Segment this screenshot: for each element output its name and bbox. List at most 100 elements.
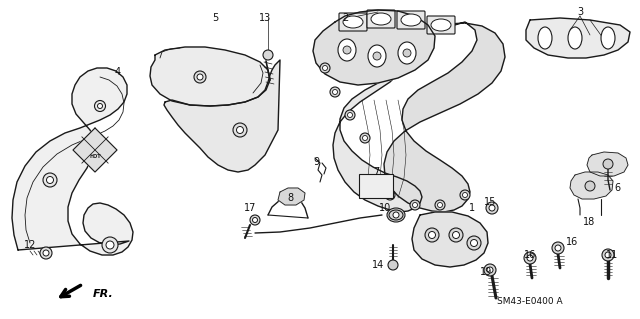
Text: 12: 12 [24, 240, 36, 250]
Text: 19: 19 [480, 267, 492, 277]
Circle shape [585, 181, 595, 191]
Circle shape [43, 173, 57, 187]
Text: 16: 16 [524, 250, 536, 260]
Text: 16: 16 [566, 237, 578, 247]
Text: 5: 5 [212, 13, 218, 23]
Text: SM43-E0400 A: SM43-E0400 A [497, 298, 563, 307]
Ellipse shape [387, 208, 405, 222]
FancyBboxPatch shape [367, 10, 395, 28]
Circle shape [524, 252, 536, 264]
Text: 4: 4 [115, 67, 121, 77]
Circle shape [320, 63, 330, 73]
FancyArrowPatch shape [61, 286, 81, 297]
Circle shape [97, 103, 102, 108]
Text: 13: 13 [259, 13, 271, 23]
Circle shape [449, 228, 463, 242]
Text: 17: 17 [244, 203, 256, 213]
Circle shape [194, 71, 206, 83]
Text: 8: 8 [287, 193, 293, 203]
Circle shape [452, 232, 460, 239]
Circle shape [360, 133, 370, 143]
Circle shape [425, 228, 439, 242]
Text: 1: 1 [469, 203, 475, 213]
Ellipse shape [568, 27, 582, 49]
Circle shape [263, 50, 273, 60]
Text: 18: 18 [583, 217, 595, 227]
Circle shape [429, 232, 435, 239]
Circle shape [237, 127, 243, 133]
Circle shape [605, 252, 611, 258]
Circle shape [197, 74, 203, 80]
Circle shape [102, 237, 118, 253]
Polygon shape [570, 172, 613, 199]
Polygon shape [12, 68, 133, 255]
Circle shape [388, 260, 398, 270]
Circle shape [603, 159, 613, 169]
Text: FR.: FR. [93, 289, 114, 299]
Polygon shape [278, 188, 305, 205]
Ellipse shape [368, 45, 386, 67]
Circle shape [487, 267, 493, 273]
Circle shape [470, 240, 477, 247]
Polygon shape [164, 60, 280, 172]
Polygon shape [73, 128, 117, 172]
Circle shape [348, 113, 353, 117]
Text: 15: 15 [484, 197, 496, 207]
Polygon shape [412, 212, 488, 267]
Ellipse shape [389, 210, 403, 220]
Text: 6: 6 [614, 183, 620, 193]
FancyBboxPatch shape [427, 16, 455, 34]
Circle shape [343, 46, 351, 54]
Circle shape [387, 192, 392, 197]
Circle shape [253, 218, 257, 222]
Circle shape [555, 245, 561, 251]
Circle shape [463, 192, 467, 197]
Ellipse shape [343, 16, 363, 28]
Circle shape [43, 250, 49, 256]
Circle shape [362, 136, 367, 140]
Text: HOT: HOT [89, 153, 101, 159]
Circle shape [413, 203, 417, 207]
Ellipse shape [431, 19, 451, 31]
Circle shape [460, 190, 470, 200]
Circle shape [467, 236, 481, 250]
Ellipse shape [398, 42, 416, 64]
Polygon shape [384, 22, 505, 212]
Circle shape [106, 241, 114, 249]
Circle shape [438, 203, 442, 207]
Circle shape [393, 212, 399, 218]
Polygon shape [150, 47, 270, 106]
Text: 11: 11 [606, 250, 618, 260]
Text: 10: 10 [379, 203, 391, 213]
Polygon shape [313, 10, 435, 85]
Circle shape [403, 49, 411, 57]
Circle shape [40, 247, 52, 259]
Ellipse shape [601, 27, 615, 49]
Circle shape [527, 255, 533, 261]
Circle shape [323, 65, 328, 70]
Circle shape [250, 215, 260, 225]
Ellipse shape [538, 27, 552, 49]
Circle shape [484, 264, 496, 276]
Circle shape [373, 52, 381, 60]
Circle shape [345, 110, 355, 120]
Ellipse shape [371, 13, 391, 25]
Circle shape [410, 200, 420, 210]
FancyBboxPatch shape [397, 11, 425, 29]
Circle shape [47, 176, 54, 183]
Circle shape [233, 123, 247, 137]
Ellipse shape [401, 14, 421, 26]
Text: 3: 3 [577, 7, 583, 17]
Ellipse shape [338, 39, 356, 61]
Text: 2: 2 [342, 13, 348, 23]
Polygon shape [526, 18, 630, 58]
Circle shape [602, 249, 614, 261]
Circle shape [435, 200, 445, 210]
Circle shape [330, 87, 340, 97]
Circle shape [489, 205, 495, 211]
Circle shape [486, 202, 498, 214]
Text: 7: 7 [373, 167, 379, 177]
Polygon shape [333, 15, 422, 212]
Circle shape [385, 190, 395, 200]
Circle shape [552, 242, 564, 254]
